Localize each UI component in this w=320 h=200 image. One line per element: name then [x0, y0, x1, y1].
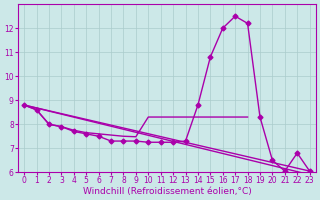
X-axis label: Windchill (Refroidissement éolien,°C): Windchill (Refroidissement éolien,°C) — [83, 187, 251, 196]
